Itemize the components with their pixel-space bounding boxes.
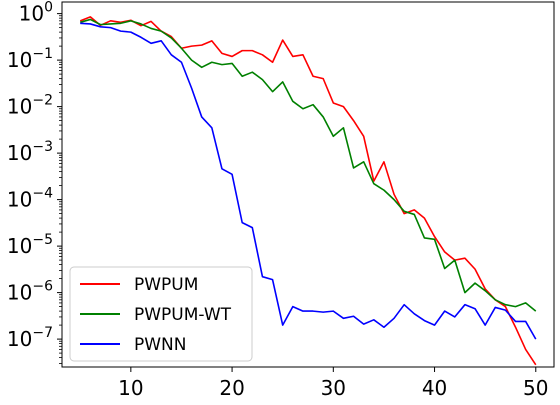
plot-frame: [61, 1, 555, 368]
y-tick-label: 10−3: [7, 139, 53, 165]
y-axis: 100 10−1 10−2 10−3 10−4 10−5 10−6 10−7: [7, 0, 62, 364]
x-tick-label: 50: [523, 376, 548, 400]
y-tick-label: 10−4: [7, 186, 53, 212]
y-tick-label: 10−1: [7, 46, 53, 72]
series-lines: [79, 16, 537, 366]
legend-box: [69, 266, 253, 362]
series-line-pwpum: [79, 16, 537, 366]
y-tick-label: 10−5: [7, 232, 53, 258]
y-tick-label: 100: [19, 0, 53, 26]
legend-label: PWPUM: [134, 275, 198, 295]
x-tick-label: 40: [422, 376, 447, 400]
series-line-pwpum-wt: [80, 18, 537, 312]
legend-label: PWPUM-WT: [134, 305, 232, 325]
x-tick-label: 10: [118, 376, 143, 400]
legend: PWPUM PWPUM-WT PWNN: [69, 266, 253, 362]
legend-label: PWNN: [134, 335, 187, 355]
series-line-pwnn: [80, 22, 537, 340]
x-tick-label: 30: [321, 376, 346, 400]
y-tick-label: 10−6: [7, 279, 53, 305]
x-tick-label: 20: [219, 376, 244, 400]
x-axis: 10 20 30 40 50: [118, 367, 549, 400]
y-tick-label: 10−7: [7, 325, 53, 351]
y-tick-label: 10−2: [7, 93, 53, 119]
